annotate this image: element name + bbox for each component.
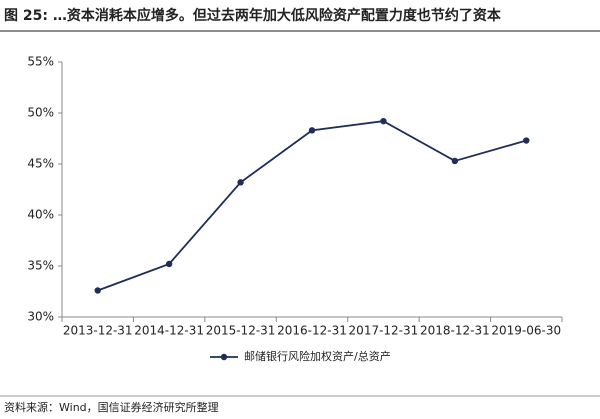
y-tick-label: 45%	[27, 157, 54, 171]
point	[165, 260, 173, 268]
x-tick-label: 2017-12-31	[349, 324, 419, 338]
x-tick-label: 2019-06-30	[491, 324, 561, 338]
point	[451, 157, 459, 165]
x-tick-label: 2015-12-31	[206, 324, 276, 338]
point	[237, 179, 244, 186]
legend-label: 邮储银行风险加权资产/总资产	[244, 349, 391, 363]
y-tick-label: 35%	[27, 259, 54, 273]
point	[523, 137, 530, 144]
x-tick-label: 2013-12-31	[63, 324, 133, 338]
point	[380, 117, 387, 125]
x-tick-label: 2014-12-31	[134, 324, 204, 338]
legend-marker	[220, 353, 228, 361]
y-tick-label: 40%	[27, 208, 54, 222]
y-tick-label: 50%	[27, 106, 54, 120]
point	[94, 287, 101, 294]
source-note: 资料来源：Wind，国信证券经济研究所整理	[4, 400, 219, 414]
y-tick-label: 30%	[27, 310, 54, 324]
y-tick-label: 55%	[27, 55, 54, 69]
point	[308, 127, 316, 134]
chart-title: 图 25: …资本消耗本应增多。但过去两年加大低风险资产配置力度也节约了资本	[4, 7, 502, 24]
x-tick-label: 2018-12-31	[420, 324, 490, 338]
x-tick-label: 2016-12-31	[277, 324, 347, 338]
series-line	[97, 120, 527, 292]
